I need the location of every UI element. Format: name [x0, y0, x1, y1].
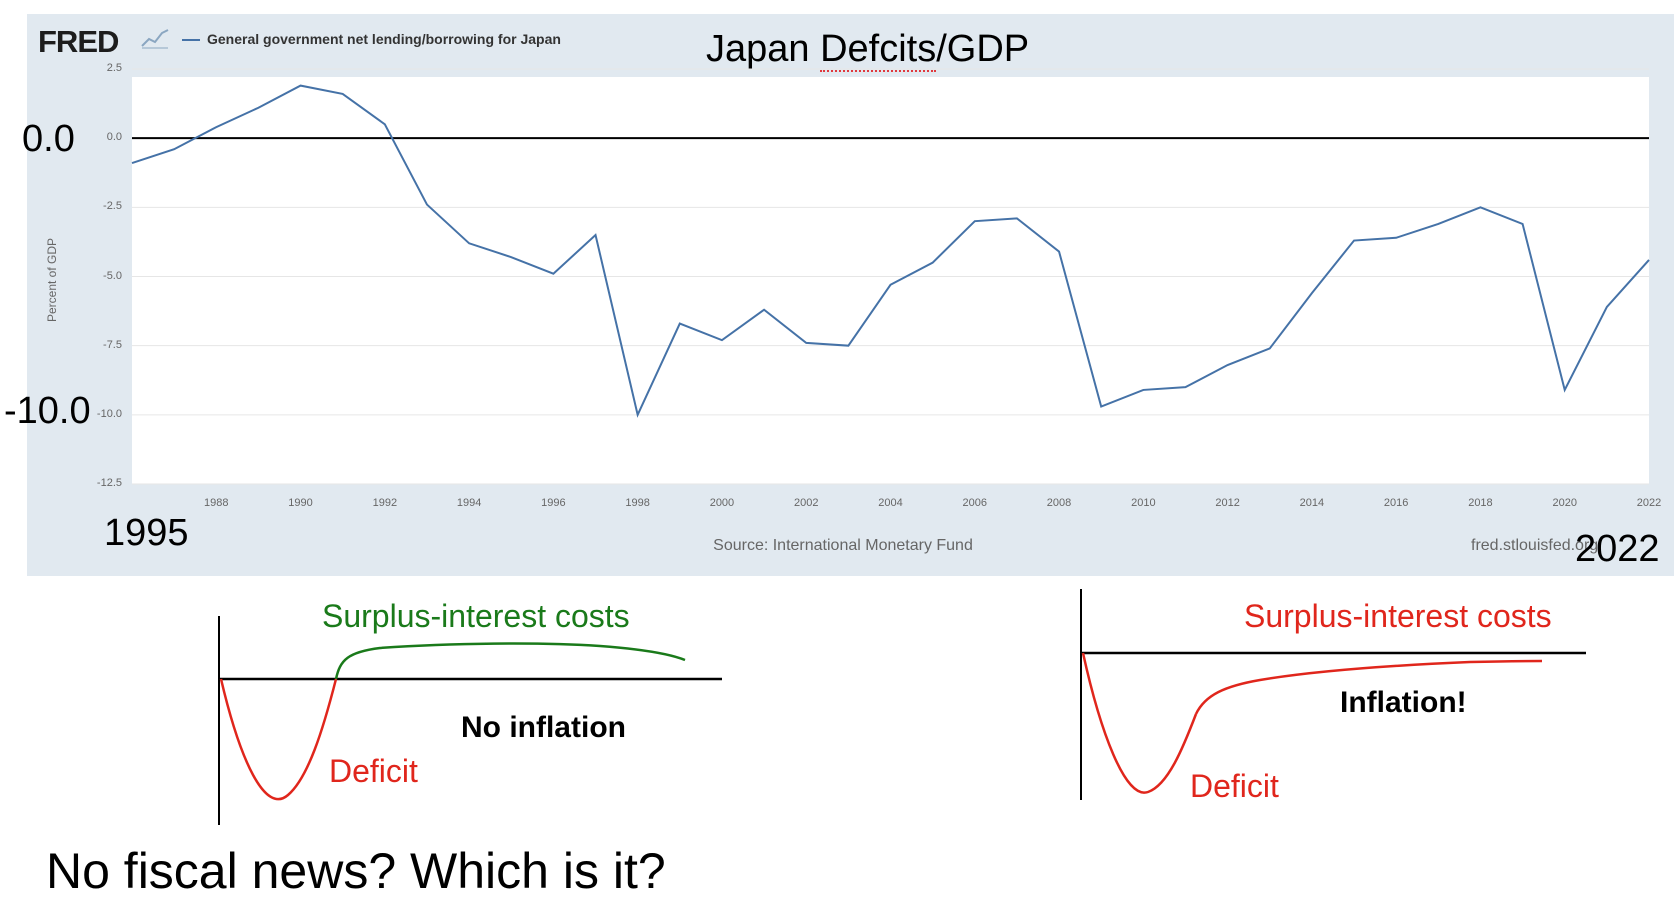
left-note: No inflation — [461, 711, 626, 744]
legend-swatch — [182, 39, 200, 41]
x-tick-label: 2010 — [1131, 497, 1156, 509]
left-deficit-label: Deficit — [329, 753, 418, 789]
x-tick-label: 1996 — [541, 497, 566, 509]
y-tick-label: 2.5 — [106, 62, 122, 74]
fred-logo: FRED — [38, 24, 119, 59]
x-tick-label: 2018 — [1468, 497, 1493, 509]
x-tick-label: 1994 — [456, 497, 482, 509]
right-note: Inflation! — [1340, 686, 1467, 719]
x-tick-label: 2014 — [1299, 497, 1325, 509]
right-deficit-label: Deficit — [1190, 768, 1279, 804]
x-tick-label: 2002 — [793, 497, 819, 509]
y-tick-label: -5.0 — [103, 269, 122, 282]
x-tick-label: 2016 — [1383, 497, 1409, 509]
fred-url: fred.stlouisfed.org — [1471, 537, 1599, 554]
chart-overlay-title: Japan Defcits/GDP — [706, 28, 1030, 72]
x-tick-label: 1988 — [204, 497, 229, 509]
bottom-question: No fiscal news? Which is it? — [46, 843, 666, 899]
x-tick-label: 2004 — [878, 497, 903, 509]
start-year-annotation: 1995 — [104, 512, 189, 554]
left-surplus-label: Surplus-interest costs — [322, 598, 630, 634]
right-surplus-label: Surplus-interest costs — [1244, 598, 1552, 634]
legend-label: General government net lending/borrowing… — [207, 31, 561, 47]
y-tick-label: -12.5 — [96, 477, 122, 489]
left-deficit-curve — [219, 678, 338, 801]
plot-area — [132, 77, 1649, 484]
y-tick-label: 0.0 — [106, 131, 122, 144]
x-tick-label: 2012 — [1215, 497, 1240, 509]
x-tick-label: 2006 — [962, 497, 988, 509]
fred-logo-graph-icon — [141, 29, 169, 49]
x-tick-label: 1990 — [288, 497, 313, 509]
left-surplus-curve — [334, 642, 686, 680]
x-tick-label: 2022 — [1636, 497, 1662, 509]
end-year-annotation: 2022 — [1575, 528, 1660, 570]
x-tick-label: 1998 — [625, 497, 650, 509]
x-tick-label: 2008 — [1046, 497, 1072, 509]
x-tick-label: 1992 — [372, 497, 398, 509]
source-note: Source: International Monetary Fund — [713, 537, 973, 554]
zero-annotation: 0.0 — [22, 118, 75, 160]
x-tick-label: 2000 — [709, 497, 735, 509]
y-tick-label: -7.5 — [103, 338, 122, 351]
minus10-annotation: -10.0 — [4, 390, 91, 432]
right-deficit-curve — [1081, 652, 1198, 794]
right-surplus-curve — [1194, 659, 1543, 715]
x-tick-label: 2020 — [1552, 497, 1577, 509]
y-tick-label: -2.5 — [103, 200, 122, 213]
y-tick-label: -10.0 — [96, 407, 122, 420]
